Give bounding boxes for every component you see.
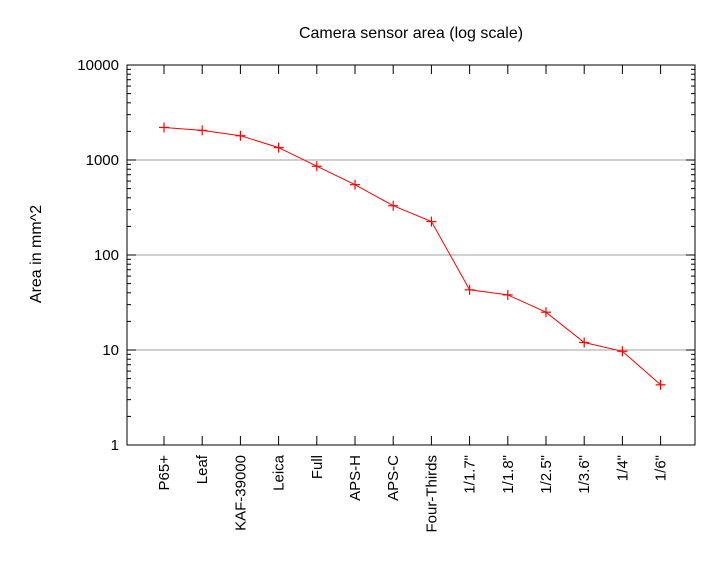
data-point <box>541 307 551 318</box>
data-point <box>655 379 666 390</box>
x-tick-label: APS-C <box>385 455 402 501</box>
x-tick-label: 1/4" <box>614 455 631 481</box>
x-tick-label: 1/6" <box>653 455 670 481</box>
data-point <box>273 142 284 153</box>
x-tick-label: 1/2.5" <box>538 455 555 494</box>
data-point <box>311 161 322 172</box>
x-tick-label: 1/3.6" <box>576 455 593 494</box>
x-tick-label: 1/1.8" <box>500 455 517 494</box>
x-tick-label: Four-Thirds <box>423 455 440 533</box>
y-axis-label: Area in mm^2 <box>28 205 45 303</box>
axis-ticks <box>127 64 695 446</box>
y-tick-label: 10 <box>102 342 119 359</box>
data-point <box>350 179 360 190</box>
data-point <box>159 122 169 133</box>
x-tick-label: 1/1.7" <box>462 455 479 494</box>
data-point <box>426 216 437 227</box>
data-point <box>617 346 628 357</box>
data-point <box>388 200 399 211</box>
x-tick-label: APS-H <box>347 455 364 501</box>
data-point <box>197 125 208 136</box>
x-tick-label: Full <box>309 455 326 479</box>
data-point <box>579 337 590 348</box>
x-tick-label: P65+ <box>156 455 173 491</box>
x-tick-label: KAF-39000 <box>232 455 249 531</box>
data-point <box>235 130 246 141</box>
y-tick-label: 10000 <box>77 57 119 74</box>
y-tick-label: 1000 <box>86 152 119 169</box>
series-line <box>163 127 661 386</box>
data-series <box>159 122 666 390</box>
data-point <box>502 289 513 300</box>
chart-title: Camera sensor area (log scale) <box>299 25 523 42</box>
plot-area-frame <box>126 64 696 446</box>
y-tick-label: 1 <box>111 437 119 454</box>
x-tick-labels: P65+ Leaf KAF-39000 Leica Full APS-H APS-C Four… <box>156 454 670 532</box>
gridlines <box>127 159 695 351</box>
y-tick-labels: 1 10 100 1000 10000 <box>77 57 119 454</box>
data-point <box>464 284 475 295</box>
y-tick-label: 100 <box>94 247 119 264</box>
x-tick-label: Leaf <box>194 454 211 484</box>
x-tick-label: Leica <box>271 454 288 491</box>
